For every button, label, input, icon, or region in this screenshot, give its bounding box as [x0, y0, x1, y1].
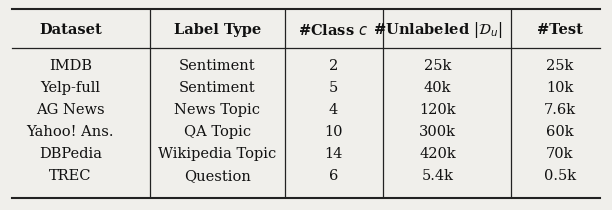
Text: 120k: 120k — [419, 103, 456, 117]
Text: #Unlabeled $|\mathcal{D}_u|$: #Unlabeled $|\mathcal{D}_u|$ — [373, 20, 502, 41]
Text: 70k: 70k — [547, 147, 573, 161]
Text: 0.5k: 0.5k — [544, 169, 576, 183]
Text: 25k: 25k — [424, 59, 451, 73]
Text: 4: 4 — [329, 103, 338, 117]
Text: 300k: 300k — [419, 125, 456, 139]
Text: 14: 14 — [324, 147, 343, 161]
Text: 25k: 25k — [547, 59, 573, 73]
Text: 7.6k: 7.6k — [544, 103, 576, 117]
Text: TREC: TREC — [49, 169, 92, 183]
Text: QA Topic: QA Topic — [184, 125, 251, 139]
Text: Yahoo! Ans.: Yahoo! Ans. — [27, 125, 114, 139]
Text: Sentiment: Sentiment — [179, 59, 256, 73]
Text: AG News: AG News — [36, 103, 105, 117]
Text: 10k: 10k — [547, 81, 573, 95]
Text: DBPedia: DBPedia — [39, 147, 102, 161]
Text: Sentiment: Sentiment — [179, 81, 256, 95]
Text: IMDB: IMDB — [49, 59, 92, 73]
Text: 10: 10 — [324, 125, 343, 139]
Text: 40k: 40k — [424, 81, 451, 95]
Text: Yelp-full: Yelp-full — [40, 81, 100, 95]
Text: 420k: 420k — [419, 147, 456, 161]
Text: 5: 5 — [329, 81, 338, 95]
Text: 60k: 60k — [546, 125, 574, 139]
Text: 6: 6 — [329, 169, 338, 183]
Text: Wikipedia Topic: Wikipedia Topic — [158, 147, 277, 161]
Text: Question: Question — [184, 169, 251, 183]
Text: #Class $c$: #Class $c$ — [299, 23, 368, 38]
Text: Label Type: Label Type — [174, 24, 261, 37]
Text: Dataset: Dataset — [39, 24, 102, 37]
Text: 5.4k: 5.4k — [422, 169, 453, 183]
Text: #Test: #Test — [537, 24, 583, 37]
Text: 2: 2 — [329, 59, 338, 73]
Text: News Topic: News Topic — [174, 103, 260, 117]
